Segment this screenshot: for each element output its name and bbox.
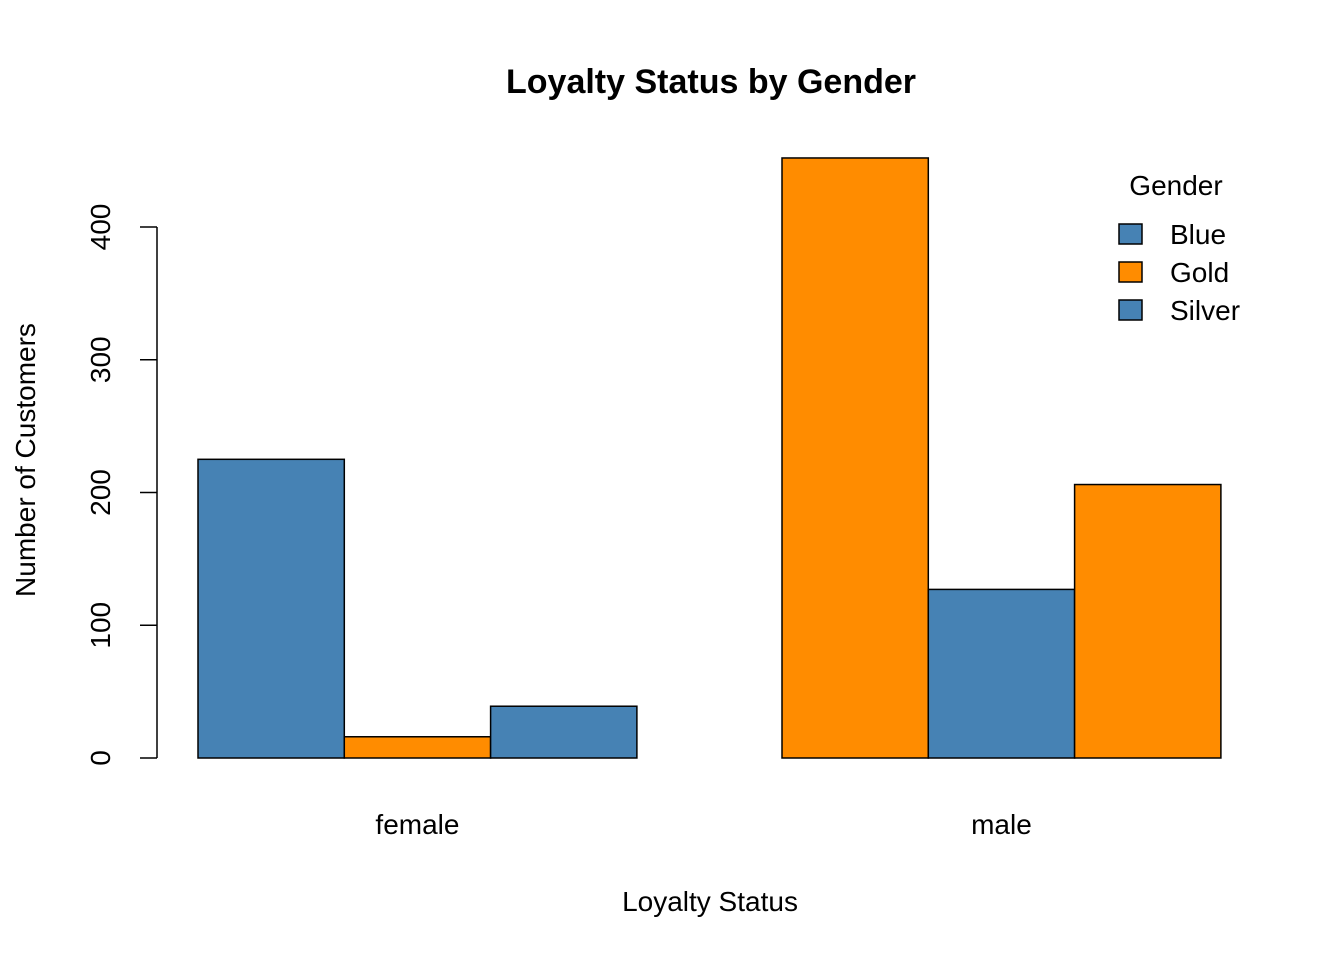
y-axis-title: Number of Customers: [10, 323, 41, 597]
bars-group: [197, 157, 1222, 759]
y-axis: 0 100 200 300 400: [85, 204, 158, 766]
legend-label-gold: Gold: [1170, 257, 1229, 288]
legend-label-blue: Blue: [1170, 219, 1226, 250]
legend-title: Gender: [1129, 170, 1222, 201]
x-axis-labels: female male: [375, 809, 1031, 840]
legend-swatch-silver: [1118, 299, 1143, 321]
y-tick-label: 400: [85, 204, 116, 251]
legend: Gender Blue Gold Silver: [1118, 170, 1240, 326]
bar-male-gold: [927, 588, 1076, 759]
bar-female-gold: [343, 736, 492, 759]
x-tick-label: female: [375, 809, 459, 840]
bar-male-blue: [781, 157, 930, 759]
x-tick-label: male: [971, 809, 1032, 840]
legend-swatch-blue: [1118, 223, 1143, 245]
y-tick-label: 200: [85, 469, 116, 516]
x-axis-title: Loyalty Status: [622, 886, 798, 917]
legend-label-silver: Silver: [1170, 295, 1240, 326]
chart-title: Loyalty Status by Gender: [506, 63, 916, 101]
bar-female-silver: [489, 705, 638, 759]
y-tick-label: 0: [85, 750, 116, 766]
y-tick-label: 100: [85, 602, 116, 649]
bar-male-silver: [1073, 483, 1222, 759]
y-tick-label: 300: [85, 336, 116, 383]
legend-swatch-gold: [1118, 261, 1143, 283]
bar-female-blue: [197, 458, 346, 759]
